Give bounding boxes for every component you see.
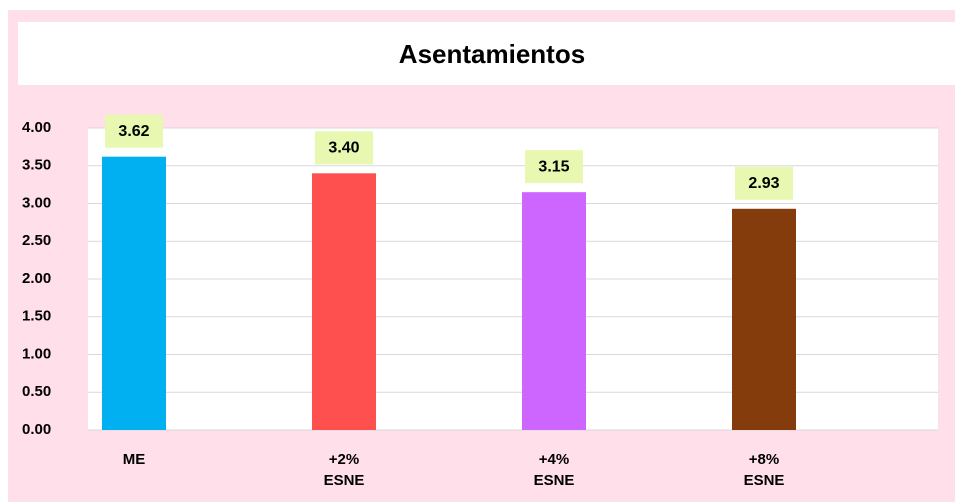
data-label: 3.62 — [118, 123, 149, 140]
data-label: 3.15 — [538, 158, 569, 175]
y-tick-label: 2.50 — [22, 232, 51, 249]
y-tick-label: 0.00 — [22, 421, 51, 438]
y-tick-label: 0.50 — [22, 383, 51, 400]
data-label: 2.93 — [748, 175, 779, 192]
x-tick-label: +2% ESNE — [323, 451, 365, 489]
y-tick-label: 3.00 — [22, 194, 51, 211]
bar — [732, 208, 796, 430]
data-label-box — [525, 150, 583, 184]
x-tick-label: +4% ESNE — [533, 451, 575, 489]
bar — [102, 156, 166, 430]
data-label-box — [315, 131, 373, 165]
chart-title: Asentamientos — [399, 39, 585, 69]
y-tick-label: 3.50 — [22, 157, 51, 174]
data-label-box — [105, 114, 163, 148]
x-tick-label: +8% ESNE — [743, 451, 785, 489]
y-tick-label: 1.50 — [22, 308, 51, 325]
y-tick-label: 1.00 — [22, 345, 51, 362]
bar — [312, 173, 376, 431]
x-tick-label: ME — [122, 451, 146, 468]
data-label: 3.40 — [328, 140, 359, 157]
y-tick-label: 4.00 — [22, 119, 51, 136]
data-label-box — [735, 166, 793, 200]
bar — [522, 192, 586, 430]
title-box — [18, 22, 955, 85]
y-tick-label: 2.00 — [22, 270, 51, 287]
